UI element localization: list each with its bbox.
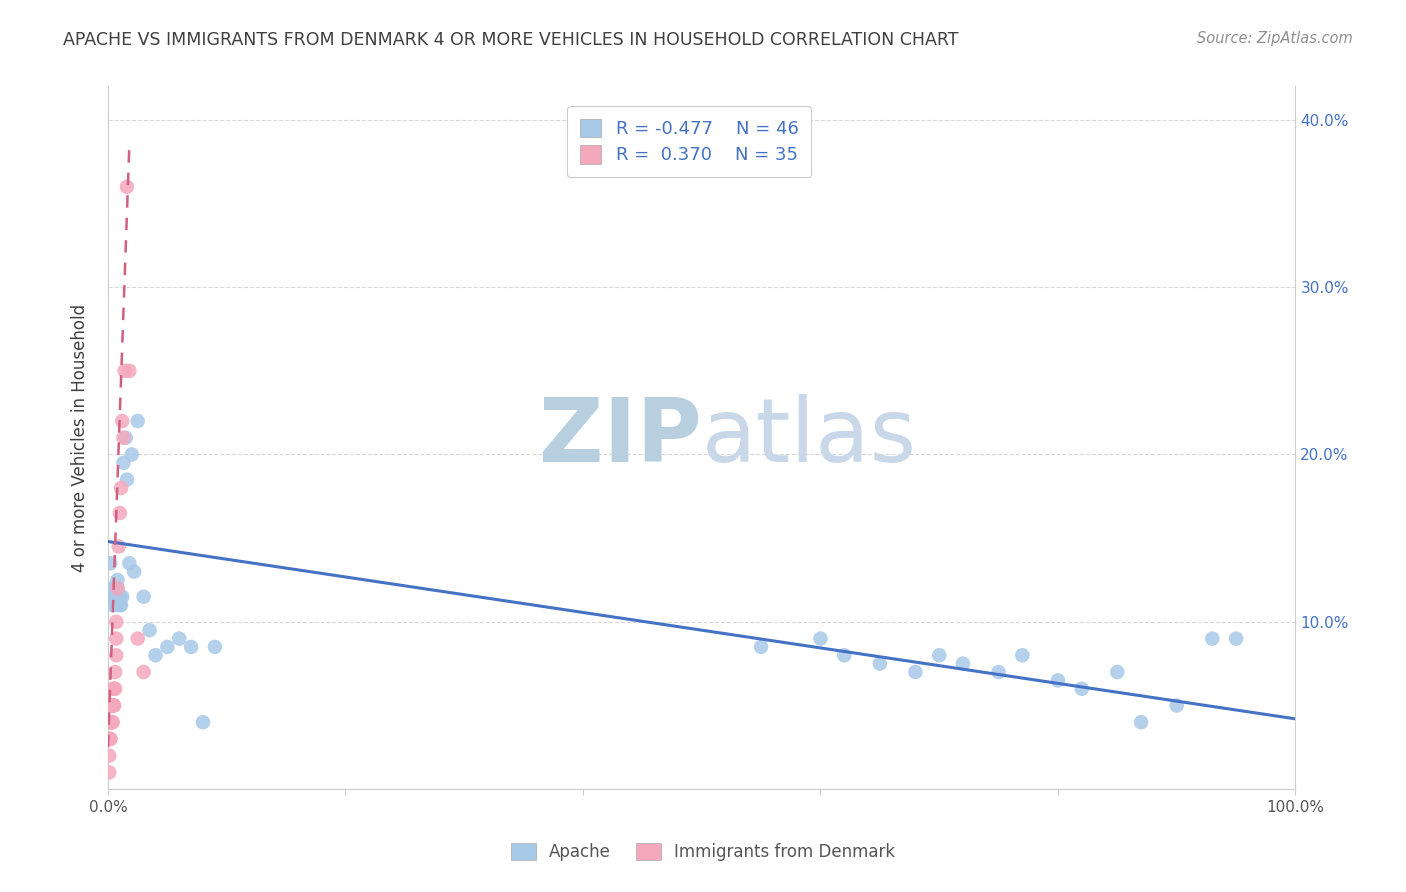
Text: APACHE VS IMMIGRANTS FROM DENMARK 4 OR MORE VEHICLES IN HOUSEHOLD CORRELATION CH: APACHE VS IMMIGRANTS FROM DENMARK 4 OR M… [63, 31, 959, 49]
Text: Source: ZipAtlas.com: Source: ZipAtlas.com [1197, 31, 1353, 46]
Point [112, 431, 135, 445]
Point [101, 598, 124, 612]
Point [111, 590, 134, 604]
Point [1011, 648, 1033, 663]
Point [101, 698, 124, 713]
Point [100, 582, 122, 596]
Point [904, 665, 927, 679]
Legend: R = -0.477    N = 46, R =  0.370    N = 35: R = -0.477 N = 46, R = 0.370 N = 35 [567, 106, 811, 178]
Point [204, 640, 226, 654]
Point [98, 731, 121, 746]
Legend: Apache, Immigrants from Denmark: Apache, Immigrants from Denmark [503, 836, 903, 868]
Point [167, 632, 190, 646]
Point [107, 573, 129, 587]
Point [101, 590, 124, 604]
Y-axis label: 4 or more Vehicles in Household: 4 or more Vehicles in Household [72, 303, 89, 572]
Point [104, 681, 127, 696]
Point [98, 765, 121, 780]
Point [103, 698, 125, 713]
Point [952, 657, 974, 671]
Point [1225, 632, 1247, 646]
Point [105, 632, 128, 646]
Point [110, 481, 132, 495]
Point [98, 731, 121, 746]
Point [1201, 632, 1223, 646]
Point [98, 556, 121, 570]
Point [928, 648, 950, 663]
Point [115, 473, 138, 487]
Point [869, 657, 891, 671]
Point [110, 598, 132, 612]
Point [108, 590, 131, 604]
Point [103, 698, 125, 713]
Point [104, 665, 127, 679]
Point [98, 698, 121, 713]
Point [107, 582, 129, 596]
Point [132, 665, 155, 679]
Point [987, 665, 1010, 679]
Point [114, 364, 136, 378]
Point [156, 640, 179, 654]
Point [749, 640, 772, 654]
Point [101, 715, 124, 730]
Point [108, 506, 131, 520]
Point [832, 648, 855, 663]
Point [111, 414, 134, 428]
Point [100, 698, 122, 713]
Point [145, 648, 167, 663]
Point [98, 731, 121, 746]
Point [98, 715, 121, 730]
Point [105, 598, 128, 612]
Point [107, 590, 129, 604]
Point [107, 582, 129, 596]
Point [1070, 681, 1092, 696]
Point [1130, 715, 1153, 730]
Point [98, 748, 121, 763]
Point [138, 623, 160, 637]
Point [132, 590, 155, 604]
Point [112, 456, 135, 470]
Text: atlas: atlas [702, 394, 917, 482]
Point [180, 640, 202, 654]
Point [101, 681, 124, 696]
Point [105, 590, 128, 604]
Point [118, 364, 141, 378]
Point [108, 598, 131, 612]
Point [118, 556, 141, 570]
Point [104, 582, 127, 596]
Point [127, 632, 149, 646]
Point [114, 431, 136, 445]
Point [1166, 698, 1188, 713]
Point [105, 648, 128, 663]
Point [100, 715, 122, 730]
Point [100, 715, 122, 730]
Text: ZIP: ZIP [538, 394, 702, 482]
Point [191, 715, 214, 730]
Point [98, 715, 121, 730]
Point [105, 615, 128, 629]
Point [107, 540, 129, 554]
Point [115, 179, 138, 194]
Point [98, 715, 121, 730]
Point [103, 681, 125, 696]
Point [122, 565, 145, 579]
Point [103, 590, 125, 604]
Point [1107, 665, 1129, 679]
Point [121, 448, 143, 462]
Point [810, 632, 832, 646]
Point [101, 698, 124, 713]
Point [1046, 673, 1069, 688]
Point [127, 414, 149, 428]
